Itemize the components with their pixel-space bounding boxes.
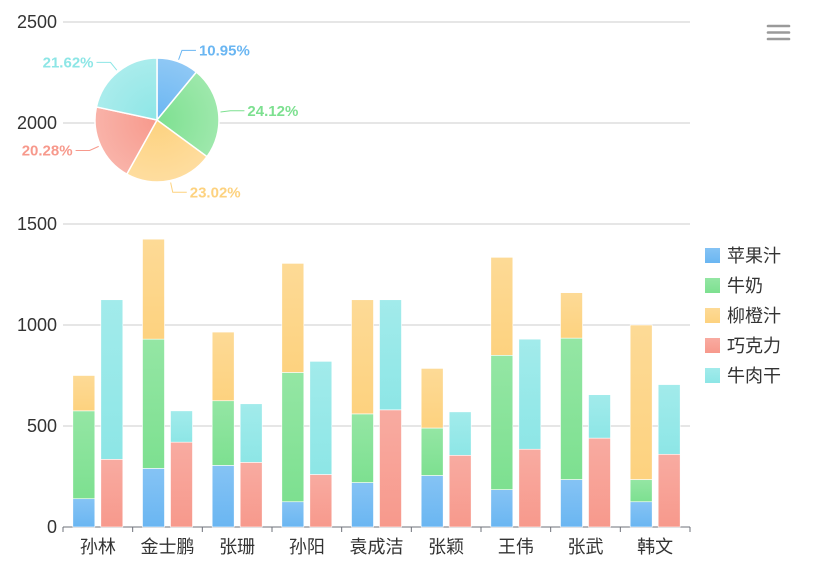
bar-segment[interactable] [72,498,96,528]
x-category-label: 孙林 [80,537,116,557]
pie-label-line [96,61,118,71]
legend-swatch [705,338,720,353]
pie-label-line [170,182,187,193]
y-tick-label: 1500 [17,214,57,234]
bar-segment[interactable] [309,361,333,475]
bar-series [72,238,681,528]
legend-item[interactable]: 苹果汁 [705,246,781,266]
pie-slice[interactable] [95,57,158,121]
pie-label: 21.62% [43,54,94,71]
bar-segment[interactable] [351,299,374,415]
bar-segment[interactable] [379,299,402,411]
legend-label: 苹果汁 [727,246,781,266]
bar-segment[interactable] [560,479,583,528]
legend-swatch [705,368,720,383]
x-category-label: 王伟 [498,537,534,557]
bar-segment[interactable] [142,338,165,469]
pie-label-line [75,145,99,152]
x-axis: 孙林 金士鹏 张珊 孙阳 袁成洁 张颖 王伟 张武 韩文 [62,526,691,557]
pie-label: 20.28% [22,143,73,160]
bar-segment[interactable] [420,475,444,528]
bar-segment[interactable] [309,474,333,528]
legend-label: 牛肉干 [727,366,781,386]
x-category-label: 张颖 [428,537,464,557]
bar-segment[interactable] [629,479,653,503]
bar-segment[interactable] [72,410,96,500]
bar-segment[interactable] [211,331,235,402]
bar-segment[interactable] [518,338,542,450]
pie-label-line [220,110,245,113]
y-tick-label: 500 [27,416,57,436]
y-tick-label: 1000 [17,315,57,335]
bar-segment[interactable] [281,263,305,373]
x-category-label: 张武 [568,537,604,557]
bar-segment[interactable] [72,375,96,412]
pie-slice[interactable] [94,106,159,176]
legend-swatch [705,278,720,293]
y-tick-label: 0 [47,517,57,537]
legend-item[interactable]: 巧克力 [705,336,781,356]
x-category-label: 金士鹏 [141,537,195,557]
bar-segment[interactable] [420,427,444,476]
bar-segment[interactable] [100,299,124,460]
bar-segment[interactable] [211,465,235,528]
bar-segment[interactable] [142,468,165,528]
y-tick-label: 2500 [17,12,57,32]
bar-segment[interactable] [629,324,653,480]
bar-segment[interactable] [490,489,514,528]
pie-slice[interactable] [155,71,220,158]
bar-segment[interactable] [657,384,681,455]
y-axis: 0 500 1000 1500 2000 2500 [17,12,57,537]
bar-segment[interactable] [588,437,611,528]
bar-segment[interactable] [448,411,472,456]
bar-segment[interactable] [351,482,374,528]
y-tick-label: 2000 [17,113,57,133]
pie-slice[interactable] [125,118,209,183]
bar-segment[interactable] [560,337,583,480]
bar-segment[interactable] [448,454,472,528]
legend-item[interactable]: 柳橙汁 [705,306,781,326]
pie-label: 23.02% [190,184,241,201]
bar-segment[interactable] [490,257,514,356]
pie-label: 24.12% [247,103,298,120]
bar-segment[interactable] [518,448,542,528]
bar-segment[interactable] [142,238,165,340]
bar-segment[interactable] [239,403,263,463]
bar-segment[interactable] [170,441,193,528]
x-category-label: 孙阳 [289,537,325,557]
hamburger-menu-icon[interactable] [764,20,794,46]
bar-segment[interactable] [657,453,681,528]
bar-segment[interactable] [379,409,402,528]
bar-segment[interactable] [351,413,374,483]
bar-segment[interactable] [170,410,193,443]
pie-label: 10.95% [199,42,250,59]
x-category-label: 张珊 [219,537,255,557]
bar-segment[interactable] [211,400,235,466]
bar-segment[interactable] [420,368,444,429]
x-category-label: 袁成洁 [350,537,404,557]
bar-segment[interactable] [560,292,583,339]
legend-swatch [705,248,720,263]
bar-segment[interactable] [239,462,263,528]
x-category-label: 韩文 [637,537,673,557]
bar-segment[interactable] [490,354,514,490]
legend-label: 巧克力 [727,336,781,356]
legend-swatch [705,308,720,323]
pie-chart: 10.95% 24.12% 23.02% 20.28% 21.62% [22,42,299,201]
legend-label: 牛奶 [727,276,763,296]
bar-segment[interactable] [588,394,611,439]
bar-segment[interactable] [100,459,124,528]
legend-item[interactable]: 牛肉干 [705,366,781,386]
legend-label: 柳橙汁 [727,306,781,326]
legend-item[interactable]: 牛奶 [705,276,763,296]
bar-segment[interactable] [281,372,305,503]
bar-segment[interactable] [281,501,305,528]
bar-segment[interactable] [629,501,653,528]
pie-label-line [178,49,196,60]
